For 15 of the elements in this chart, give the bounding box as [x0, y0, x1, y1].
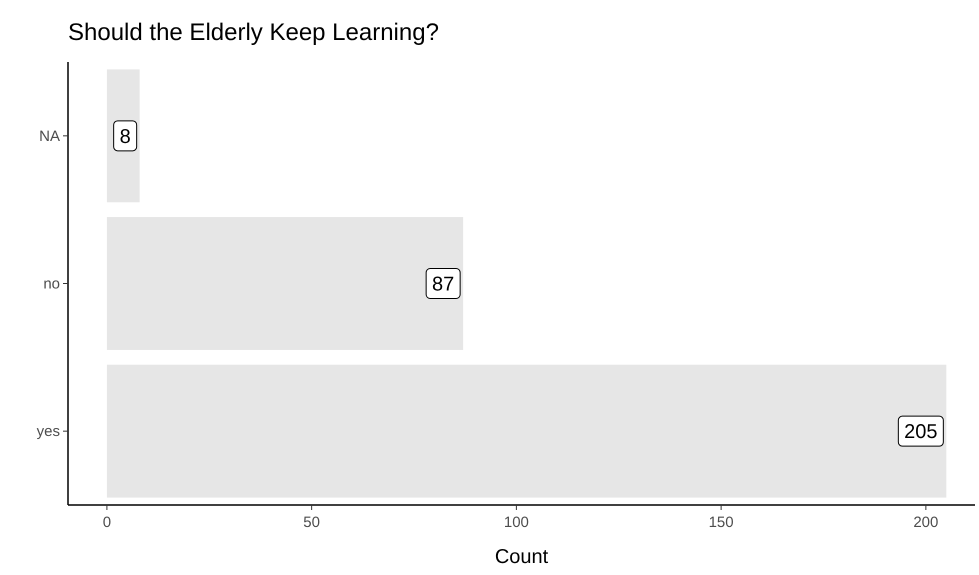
x-tick-label: 50 — [303, 514, 320, 531]
x-tick-label: 150 — [708, 514, 734, 531]
x-tick-label: 0 — [102, 514, 112, 531]
x-axis-title: Count — [494, 546, 549, 568]
data-label: 205 — [904, 421, 938, 444]
y-tick-label: yes — [36, 423, 60, 440]
bar — [106, 217, 464, 350]
data-label: 8 — [120, 126, 131, 148]
x-tick-label: 100 — [504, 514, 529, 531]
data-label: 87 — [432, 274, 454, 296]
x-tick-label: 200 — [913, 514, 938, 531]
bar — [106, 364, 946, 498]
y-tick-label: NA — [39, 128, 60, 145]
y-tick-label: no — [43, 276, 60, 292]
chart-title: Should the Elderly Keep Learning? — [68, 19, 439, 46]
